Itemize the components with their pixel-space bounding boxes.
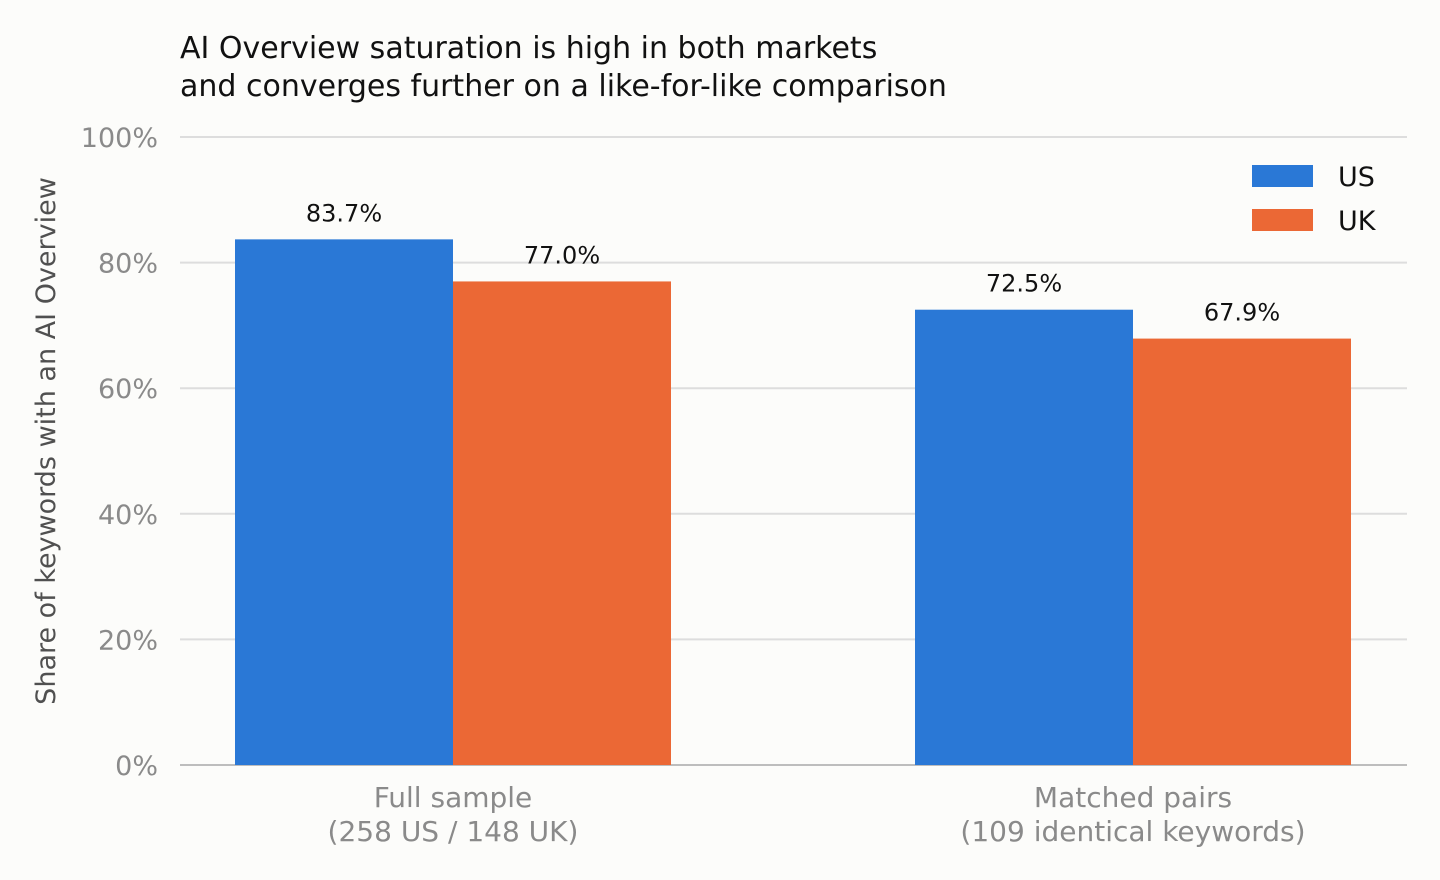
- y-tick-label: 100%: [81, 123, 158, 154]
- y-axis-label: Share of keywords with an AI Overview: [31, 177, 62, 705]
- bar-uk-2: [1133, 338, 1351, 765]
- value-label-us-2: 72.5%: [986, 270, 1062, 298]
- y-tick-label: 20%: [98, 625, 158, 656]
- y-tick-label: 60%: [98, 374, 158, 405]
- bar-us-2: [915, 309, 1133, 765]
- bar-us-1: [235, 239, 453, 765]
- value-label-us-1: 83.7%: [306, 199, 382, 227]
- legend-swatch-us: [1252, 165, 1313, 187]
- legend-swatch-uk: [1252, 209, 1313, 231]
- category-label-2: Matched pairs (109 identical keywords): [960, 781, 1305, 848]
- legend-label-uk: UK: [1338, 206, 1377, 237]
- y-tick-label: 40%: [98, 500, 158, 531]
- value-label-uk-1: 77.0%: [524, 241, 600, 269]
- chart-title-line-2: and converges further on a like-for-like…: [180, 69, 947, 104]
- y-axis-ticks: 0% 20% 40% 60% 80% 100%: [81, 123, 158, 782]
- value-labels: 83.7% 72.5% 77.0% 67.9%: [306, 199, 1280, 326]
- chart-title: AI Overview saturation is high in both m…: [180, 31, 947, 104]
- x-axis-categories: Full sample (258 US / 148 UK) Matched pair…: [328, 781, 1306, 848]
- y-tick-label: 0%: [115, 751, 158, 782]
- value-label-uk-2: 67.9%: [1204, 299, 1280, 327]
- y-axis-title: Share of keywords with an AI Overview: [31, 177, 62, 705]
- category-label-1: Full sample (258 US / 148 UK): [328, 781, 579, 848]
- y-tick-label: 80%: [98, 249, 158, 280]
- legend: US UK: [1252, 162, 1377, 237]
- legend-label-us: US: [1338, 162, 1375, 193]
- chart-title-line-1: AI Overview saturation is high in both m…: [180, 31, 877, 66]
- bars: [235, 239, 1351, 765]
- bar-uk-1: [453, 281, 671, 765]
